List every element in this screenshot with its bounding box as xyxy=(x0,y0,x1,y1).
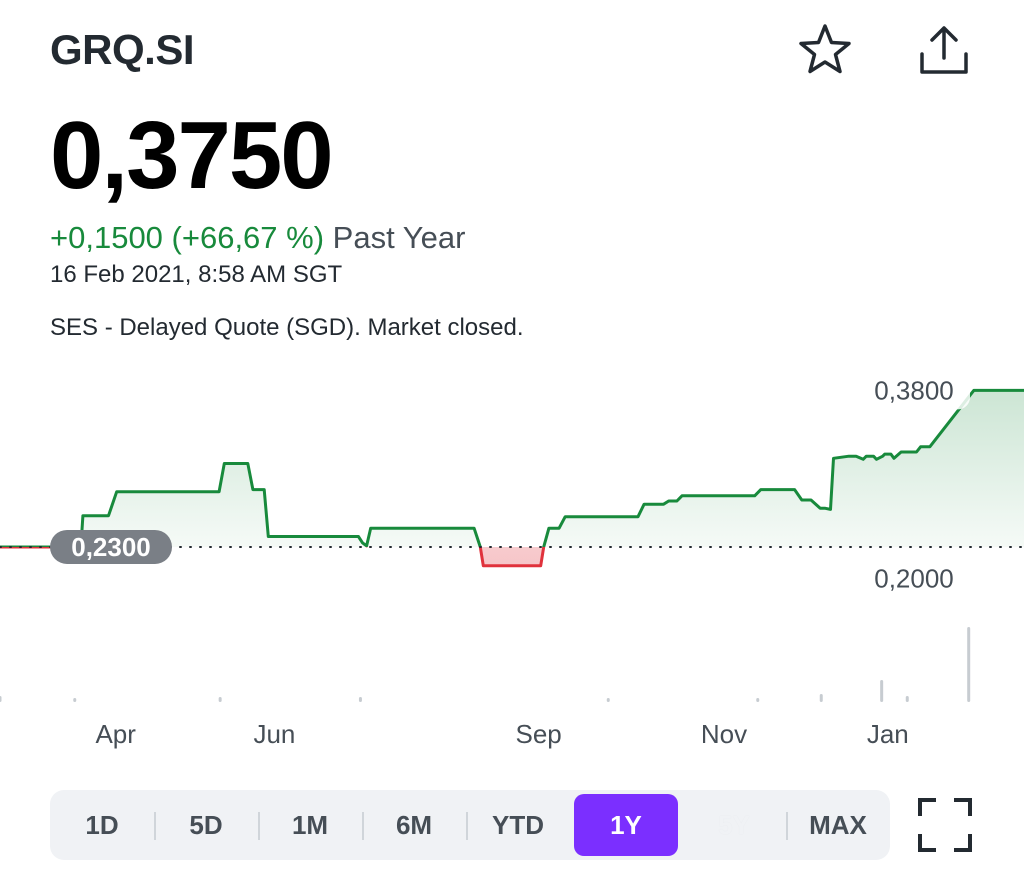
volume-tick xyxy=(756,698,760,702)
range-selector: 1D 5D 1M 6M YTD 1Y 5Y MAX xyxy=(50,790,890,860)
x-tick-label: Apr xyxy=(95,719,136,749)
volume-tick xyxy=(73,698,77,702)
share-button[interactable] xyxy=(914,20,974,80)
range-5y-button: 5Y xyxy=(718,809,750,840)
change-period: Past Year xyxy=(332,220,466,255)
range-max-button[interactable]: MAX xyxy=(786,794,890,856)
volume-tick xyxy=(819,694,823,702)
volume-tick xyxy=(218,697,222,702)
fullscreen-icon xyxy=(918,798,972,852)
volume-tick xyxy=(905,696,909,702)
star-outline-icon xyxy=(799,24,851,74)
volume-tick xyxy=(358,697,362,702)
fullscreen-button[interactable] xyxy=(912,792,978,858)
volume-tick xyxy=(880,680,884,702)
range-1d-button[interactable]: 1D xyxy=(85,809,119,840)
previous-close-badge xyxy=(50,529,172,564)
x-tick-label: Jan xyxy=(867,719,909,749)
volume-tick xyxy=(0,696,2,702)
loss-area xyxy=(0,546,1024,566)
price-label-high: 0,3800 xyxy=(874,375,954,405)
range-ytd-button[interactable]: YTD xyxy=(466,794,570,856)
quote-timestamp: 16 Feb 2021, 8:58 AM SGT xyxy=(50,261,343,288)
volume-tick xyxy=(606,698,610,702)
x-tick-label: Nov xyxy=(701,719,747,749)
range-1y-button[interactable]: 1Y xyxy=(574,794,678,856)
volume-tick xyxy=(967,627,971,702)
price-chart[interactable]: Apr Jun Sep Nov Jan 0,3800 0,2000 0,2300 xyxy=(0,360,1024,760)
market-status-note: SES - Delayed Quote (SGD). Market closed… xyxy=(50,314,524,341)
range-6m-button[interactable]: 6M xyxy=(362,794,466,856)
ticker-symbol: GRQ.SI xyxy=(50,26,195,73)
x-tick-label: Jun xyxy=(253,719,295,749)
current-price: 0,3750 xyxy=(50,102,334,209)
price-line-up xyxy=(0,388,1024,547)
range-5d-button[interactable]: 5D xyxy=(154,794,258,856)
previous-close-label: 0,2300 xyxy=(71,532,151,562)
range-1m-button[interactable]: 1M xyxy=(258,794,362,856)
watchlist-star-button[interactable] xyxy=(795,20,855,80)
gain-area xyxy=(80,390,1024,547)
price-change: +0,1500 (+66,67 %) xyxy=(50,220,325,255)
price-label-low: 0,2000 xyxy=(874,563,954,593)
x-tick-label: Sep xyxy=(515,719,561,749)
share-icon xyxy=(920,26,968,74)
price-label-bg xyxy=(858,371,970,410)
price-change-line: +0,1500 (+66,67 %) Past Year xyxy=(50,220,465,256)
